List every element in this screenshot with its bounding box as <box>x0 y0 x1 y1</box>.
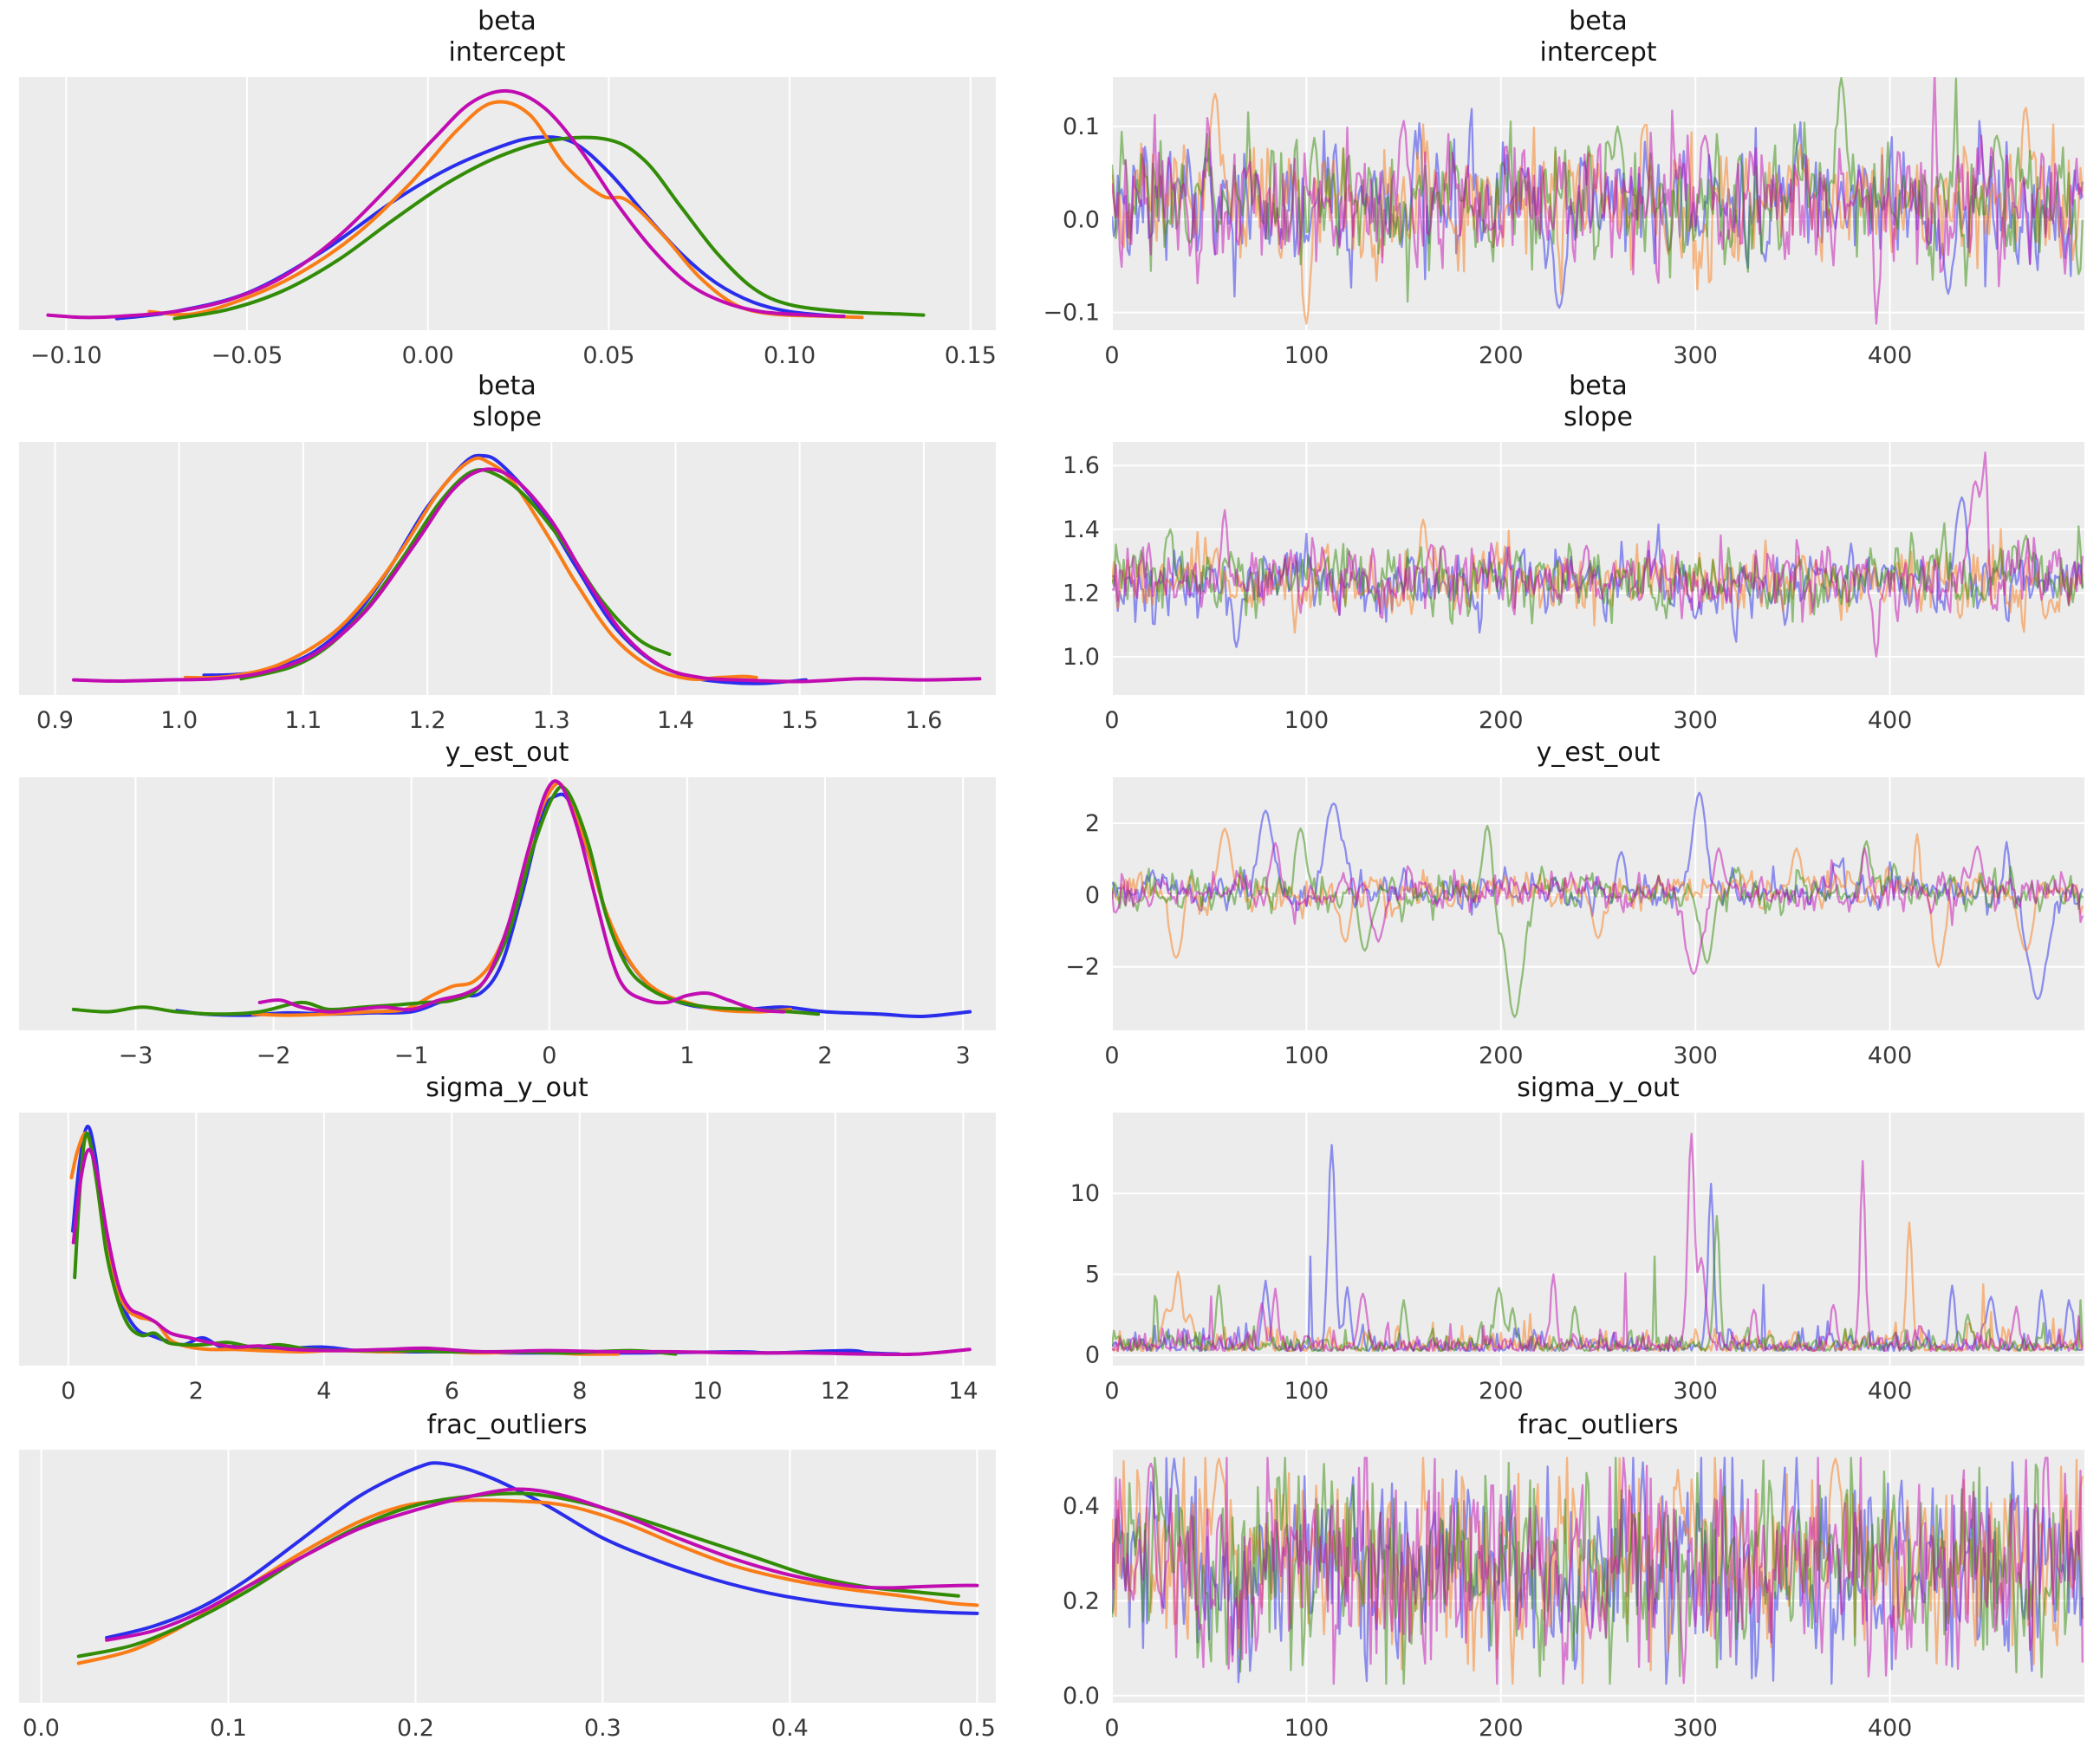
svg-text:8: 8 <box>572 1378 587 1405</box>
svg-text:6: 6 <box>445 1378 459 1405</box>
svg-text:0.0: 0.0 <box>23 1715 60 1742</box>
svg-text:200: 200 <box>1479 342 1524 369</box>
svg-text:100: 100 <box>1284 1715 1330 1742</box>
panel-title-kde-sigma-y-out: sigma_y_out <box>426 1073 588 1103</box>
svg-text:0: 0 <box>1085 882 1100 909</box>
svg-text:0: 0 <box>1104 1042 1119 1069</box>
svg-text:0.05: 0.05 <box>582 342 634 369</box>
svg-text:0.00: 0.00 <box>402 342 454 369</box>
svg-text:−2: −2 <box>1065 954 1100 981</box>
svg-text:0: 0 <box>1104 342 1119 369</box>
svg-text:0: 0 <box>1104 1378 1119 1405</box>
svg-text:12: 12 <box>821 1378 850 1405</box>
panel-title-trace-beta-intercept: beta intercept <box>1539 6 1657 68</box>
svg-text:−2: −2 <box>257 1042 291 1069</box>
svg-text:−3: −3 <box>119 1042 153 1069</box>
panel-title-kde-beta-slope: beta slope <box>472 371 542 432</box>
svg-text:5: 5 <box>1085 1262 1100 1289</box>
svg-text:200: 200 <box>1479 707 1524 734</box>
svg-text:400: 400 <box>1868 1715 1913 1742</box>
svg-text:0.2: 0.2 <box>1063 1587 1100 1614</box>
svg-text:200: 200 <box>1479 1378 1524 1405</box>
panel-title-trace-frac-outliers: frac_outliers <box>1518 1410 1679 1440</box>
svg-text:0: 0 <box>1085 1342 1100 1369</box>
svg-text:−0.05: −0.05 <box>211 342 283 369</box>
svg-text:1.2: 1.2 <box>1063 580 1100 607</box>
svg-text:1.4: 1.4 <box>657 707 694 734</box>
svg-text:100: 100 <box>1284 1042 1330 1069</box>
svg-text:400: 400 <box>1868 707 1913 734</box>
svg-text:10: 10 <box>1070 1180 1100 1207</box>
svg-text:0.9: 0.9 <box>36 707 74 734</box>
svg-text:0.3: 0.3 <box>584 1715 621 1742</box>
svg-text:300: 300 <box>1673 1042 1718 1069</box>
svg-text:0: 0 <box>1104 707 1119 734</box>
svg-text:0.0: 0.0 <box>1063 1683 1100 1710</box>
svg-text:0.1: 0.1 <box>1063 114 1100 140</box>
svg-text:0.15: 0.15 <box>945 342 997 369</box>
svg-text:100: 100 <box>1284 707 1330 734</box>
svg-text:1: 1 <box>679 1042 694 1069</box>
svg-text:100: 100 <box>1284 342 1330 369</box>
svg-text:1.0: 1.0 <box>160 707 198 734</box>
svg-text:100: 100 <box>1284 1378 1330 1405</box>
svg-text:0.10: 0.10 <box>764 342 816 369</box>
svg-text:1.1: 1.1 <box>284 707 322 734</box>
svg-text:300: 300 <box>1673 707 1718 734</box>
svg-text:0: 0 <box>1104 1715 1119 1742</box>
svg-text:2: 2 <box>817 1042 832 1069</box>
svg-text:3: 3 <box>956 1042 971 1069</box>
svg-text:−0.1: −0.1 <box>1043 300 1100 327</box>
svg-text:1.5: 1.5 <box>781 707 818 734</box>
svg-text:1.3: 1.3 <box>533 707 570 734</box>
svg-text:400: 400 <box>1868 342 1913 369</box>
svg-text:2: 2 <box>189 1378 204 1405</box>
svg-text:0.0: 0.0 <box>1063 206 1100 233</box>
svg-text:300: 300 <box>1673 342 1718 369</box>
svg-text:0.4: 0.4 <box>771 1715 809 1742</box>
panel-title-trace-sigma-y-out: sigma_y_out <box>1517 1073 1680 1103</box>
svg-text:300: 300 <box>1673 1715 1718 1742</box>
panel-title-trace-beta-slope: beta slope <box>1564 371 1633 432</box>
panel-title-kde-beta-intercept: beta intercept <box>448 6 566 68</box>
svg-text:1.0: 1.0 <box>1063 644 1100 671</box>
svg-text:400: 400 <box>1868 1378 1913 1405</box>
panel-title-kde-y-est-out: y_est_out <box>445 737 569 768</box>
svg-text:0.4: 0.4 <box>1063 1493 1100 1520</box>
svg-text:10: 10 <box>692 1378 722 1405</box>
svg-text:200: 200 <box>1479 1715 1524 1742</box>
svg-text:200: 200 <box>1479 1042 1524 1069</box>
panel-title-kde-frac-outliers: frac_outliers <box>426 1410 588 1440</box>
svg-text:0.1: 0.1 <box>210 1715 247 1742</box>
svg-text:−1: −1 <box>394 1042 429 1069</box>
svg-text:0: 0 <box>542 1042 556 1069</box>
svg-text:2: 2 <box>1085 810 1100 837</box>
svg-text:1.2: 1.2 <box>409 707 446 734</box>
svg-text:1.6: 1.6 <box>905 707 942 734</box>
svg-text:0: 0 <box>61 1378 75 1405</box>
svg-text:−0.10: −0.10 <box>30 342 102 369</box>
svg-text:400: 400 <box>1868 1042 1913 1069</box>
panel-title-trace-y-est-out: y_est_out <box>1536 737 1661 768</box>
svg-text:300: 300 <box>1673 1378 1718 1405</box>
svg-text:0.2: 0.2 <box>397 1715 434 1742</box>
svg-text:0.5: 0.5 <box>959 1715 996 1742</box>
svg-text:4: 4 <box>316 1378 331 1405</box>
svg-text:1.4: 1.4 <box>1063 516 1100 543</box>
svg-text:14: 14 <box>948 1378 978 1405</box>
svg-text:1.6: 1.6 <box>1063 452 1100 479</box>
